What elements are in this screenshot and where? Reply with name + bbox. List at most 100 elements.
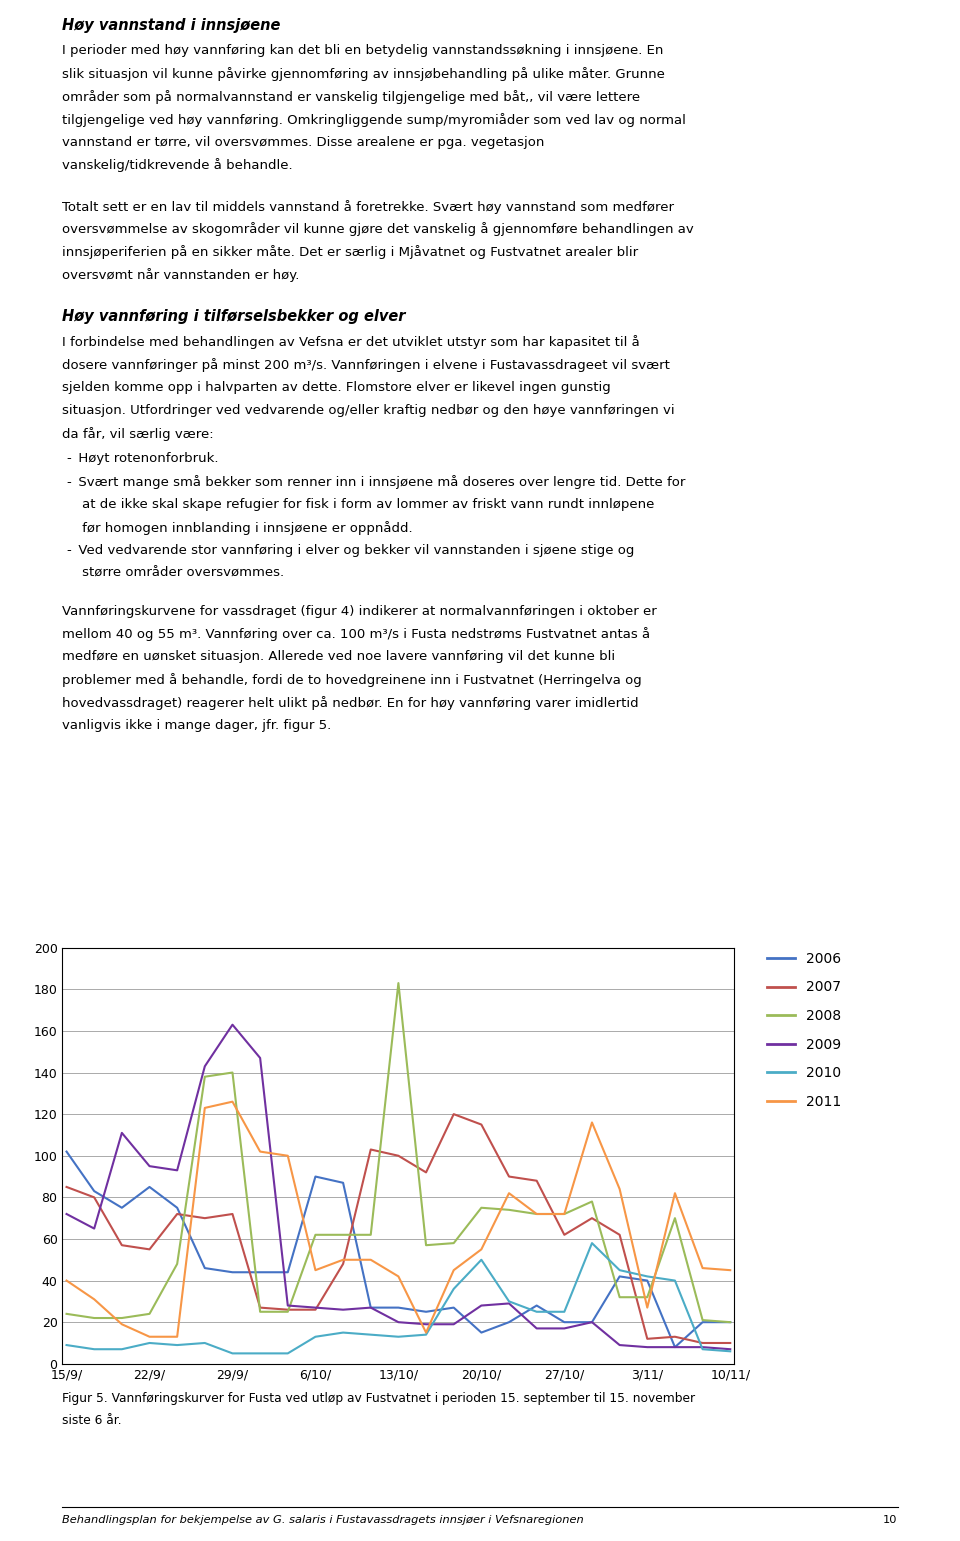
- 2009: [503, 1294, 515, 1313]
- Text: mellom 40 og 55 m³. Vannføring over ca. 100 m³/s i Fusta nedstrøms Fustvatnet an: mellom 40 og 55 m³. Vannføring over ca. …: [62, 627, 651, 641]
- 2010: [254, 1344, 266, 1362]
- Text: Behandlingsplan for bekjempelse av G. salaris i Fustavassdragets innsjøer i Vefs: Behandlingsplan for bekjempelse av G. sa…: [62, 1515, 584, 1524]
- 2006: [503, 1313, 515, 1331]
- 2009: [420, 1314, 432, 1333]
- 2008: [641, 1288, 653, 1307]
- 2008: [697, 1311, 708, 1330]
- 2006: [613, 1267, 625, 1285]
- 2007: [559, 1225, 570, 1244]
- 2007: [613, 1225, 625, 1244]
- 2008: [531, 1205, 542, 1224]
- Legend: 2006, 2007, 2008, 2009, 2010, 2011: 2006, 2007, 2008, 2009, 2010, 2011: [761, 946, 847, 1114]
- 2008: [393, 974, 404, 992]
- 2010: [199, 1335, 210, 1353]
- Text: da får, vil særlig være:: da får, vil særlig være:: [62, 427, 214, 441]
- 2007: [393, 1147, 404, 1165]
- 2008: [587, 1193, 598, 1211]
- 2006: [116, 1199, 128, 1217]
- Text: hovedvassdraget) reagerer helt ulikt på nedbør. En for høy vannføring varer imid: hovedvassdraget) reagerer helt ulikt på …: [62, 697, 639, 710]
- 2011: [227, 1093, 238, 1111]
- 2006: [337, 1174, 348, 1193]
- 2006: [282, 1264, 294, 1282]
- 2011: [641, 1299, 653, 1318]
- 2006: [420, 1302, 432, 1321]
- 2008: [60, 1305, 72, 1324]
- 2008: [365, 1225, 376, 1244]
- Text: vannstand er tørre, vil oversvømmes. Disse arealene er pga. vegetasjon: vannstand er tørre, vil oversvømmes. Dis…: [62, 136, 544, 148]
- 2010: [725, 1342, 736, 1361]
- Text: - Svært mange små bekker som renner inn i innsjøene må doseres over lengre tid. : - Svært mange små bekker som renner inn …: [67, 475, 685, 488]
- 2007: [227, 1205, 238, 1224]
- 2006: [199, 1259, 210, 1277]
- 2006: [393, 1299, 404, 1318]
- 2009: [144, 1157, 156, 1176]
- 2009: [725, 1341, 736, 1359]
- 2006: [641, 1271, 653, 1290]
- 2011: [337, 1251, 348, 1270]
- 2006: [475, 1324, 487, 1342]
- 2008: [559, 1205, 570, 1224]
- 2008: [420, 1236, 432, 1254]
- 2009: [697, 1338, 708, 1356]
- 2010: [503, 1291, 515, 1310]
- 2010: [669, 1271, 681, 1290]
- 2009: [310, 1299, 322, 1318]
- Text: medføre en uønsket situasjon. Allerede ved noe lavere vannføring vil det kunne b: medføre en uønsket situasjon. Allerede v…: [62, 650, 615, 663]
- 2007: [199, 1208, 210, 1227]
- 2008: [337, 1225, 348, 1244]
- 2009: [559, 1319, 570, 1338]
- 2006: [310, 1168, 322, 1187]
- Line: 2011: 2011: [66, 1102, 731, 1336]
- Text: vanligvis ikke i mange dager, jfr. figur 5.: vanligvis ikke i mange dager, jfr. figur…: [62, 718, 331, 732]
- 2011: [697, 1259, 708, 1277]
- 2007: [531, 1171, 542, 1190]
- 2011: [310, 1261, 322, 1279]
- 2007: [641, 1330, 653, 1348]
- 2009: [88, 1219, 100, 1237]
- 2010: [420, 1325, 432, 1344]
- 2007: [475, 1116, 487, 1134]
- 2006: [227, 1264, 238, 1282]
- Text: vanskelig/tidkrevende å behandle.: vanskelig/tidkrevende å behandle.: [62, 159, 293, 173]
- 2011: [587, 1113, 598, 1131]
- 2011: [448, 1261, 460, 1279]
- 2008: [310, 1225, 322, 1244]
- 2008: [669, 1208, 681, 1227]
- 2007: [503, 1168, 515, 1187]
- 2006: [172, 1199, 183, 1217]
- 2010: [144, 1335, 156, 1353]
- 2010: [282, 1344, 294, 1362]
- 2008: [503, 1200, 515, 1219]
- Text: dosere vannføringer på minst 200 m³/s. Vannføringen i elvene i Fustavassdrageet : dosere vannføringer på minst 200 m³/s. V…: [62, 358, 670, 371]
- 2011: [393, 1267, 404, 1285]
- Text: Høy vannføring i tilførselsbekker og elver: Høy vannføring i tilførselsbekker og elv…: [62, 310, 406, 325]
- 2007: [669, 1327, 681, 1345]
- Text: - Høyt rotenonforbruk.: - Høyt rotenonforbruk.: [67, 453, 219, 465]
- 2010: [531, 1302, 542, 1321]
- 2009: [641, 1338, 653, 1356]
- 2011: [199, 1099, 210, 1117]
- 2011: [475, 1241, 487, 1259]
- Text: problemer med å behandle, fordi de to hovedgreinene inn i Fustvatnet (Herringelv: problemer med å behandle, fordi de to ho…: [62, 673, 642, 687]
- Text: slik situasjon vil kunne påvirke gjennomføring av innsjøbehandling på ulike måte: slik situasjon vil kunne påvirke gjennom…: [62, 68, 665, 82]
- 2007: [88, 1188, 100, 1207]
- Text: oversvømmelse av skogområder vil kunne gjøre det vanskelig å gjennomføre behandl: oversvømmelse av skogområder vil kunne g…: [62, 222, 694, 236]
- 2011: [725, 1261, 736, 1279]
- Text: situasjon. Utfordringer ved vedvarende og/eller kraftig nedbør og den høye vannf: situasjon. Utfordringer ved vedvarende o…: [62, 404, 675, 416]
- Text: Vannføringskurvene for vassdraget (figur 4) indikerer at normalvannføringen i ok: Vannføringskurvene for vassdraget (figur…: [62, 604, 658, 618]
- 2009: [172, 1160, 183, 1179]
- 2010: [697, 1341, 708, 1359]
- 2007: [116, 1236, 128, 1254]
- 2008: [88, 1308, 100, 1327]
- 2010: [116, 1341, 128, 1359]
- 2010: [448, 1279, 460, 1298]
- Text: Totalt sett er en lav til middels vannstand å foretrekke. Svært høy vannstand so: Totalt sett er en lav til middels vannst…: [62, 200, 674, 214]
- Text: I perioder med høy vannføring kan det bli en betydelig vannstandssøkning i innsj: I perioder med høy vannføring kan det bl…: [62, 45, 663, 57]
- 2008: [199, 1068, 210, 1086]
- 2011: [60, 1271, 72, 1290]
- 2010: [172, 1336, 183, 1355]
- 2006: [559, 1313, 570, 1331]
- Text: oversvømt når vannstanden er høy.: oversvømt når vannstanden er høy.: [62, 268, 300, 282]
- 2009: [475, 1296, 487, 1314]
- 2006: [144, 1177, 156, 1196]
